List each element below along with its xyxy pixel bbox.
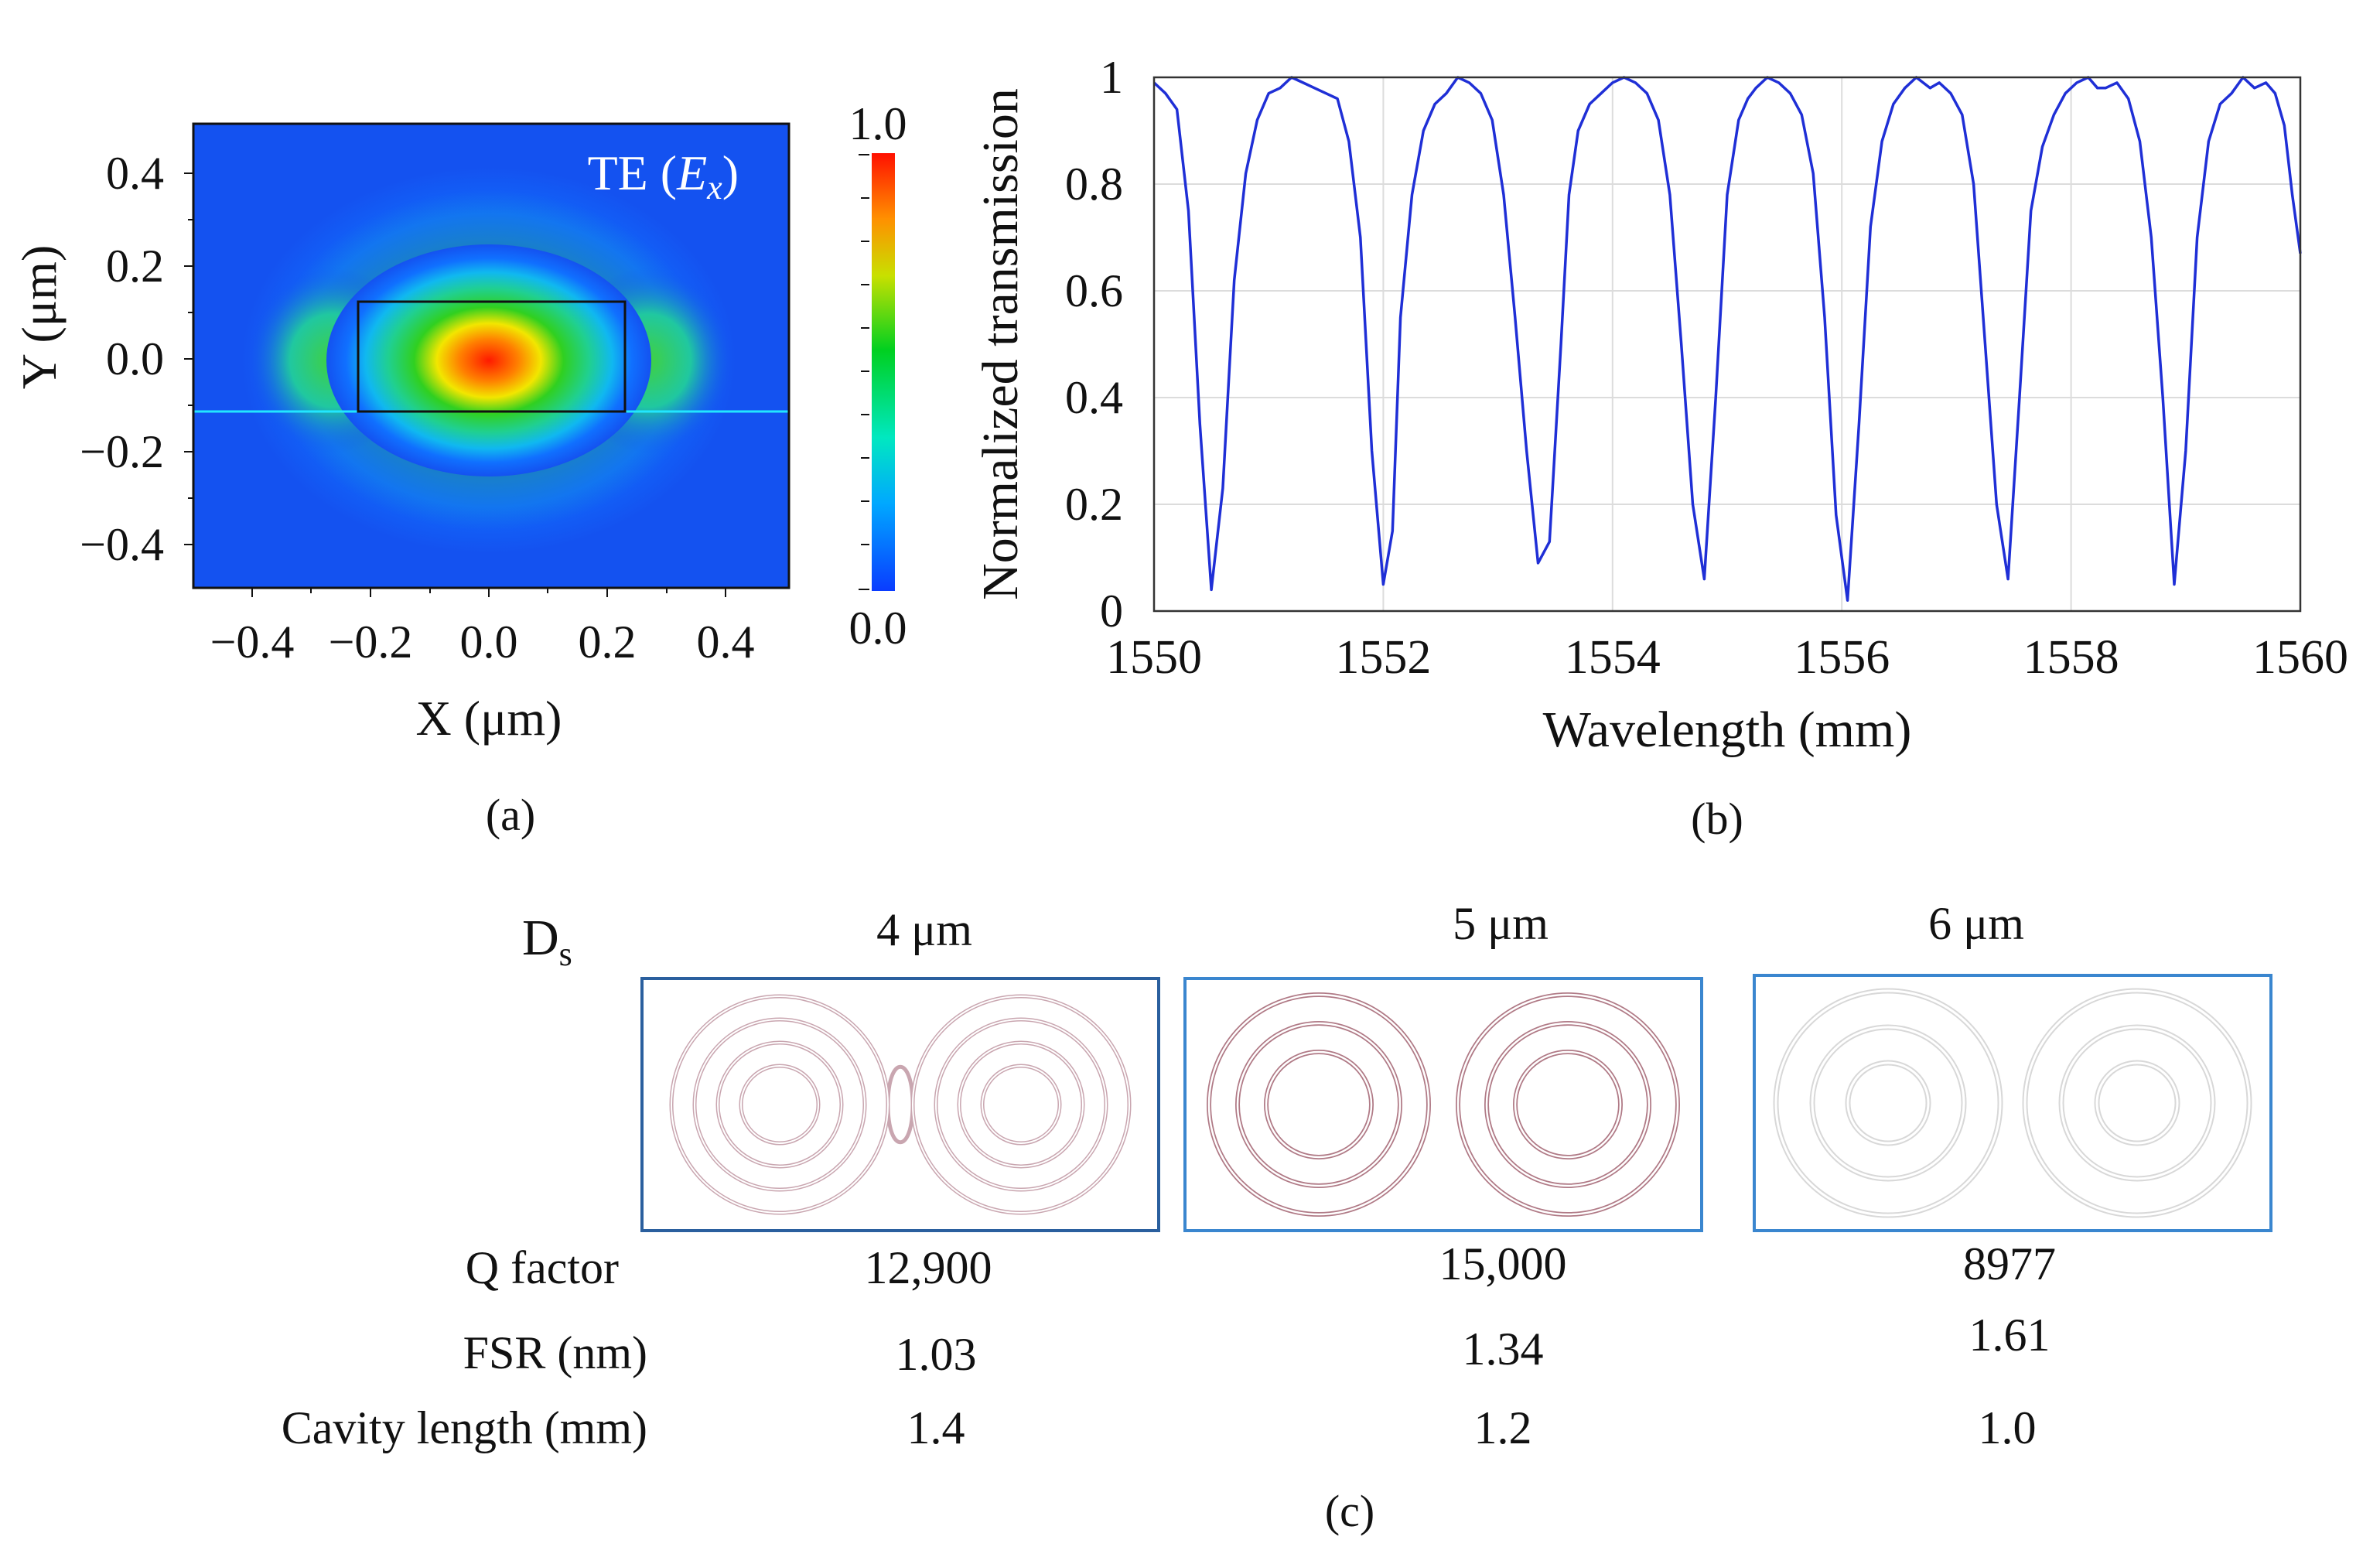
transmission-chart: 1550 1552 1554 1556 1558 1560 0 0.2 0.4 0.6 0.8 1 W…	[972, 52, 2348, 758]
row-label-q-factor: Q factor	[465, 1242, 619, 1293]
y-tick-label: 0.2	[106, 241, 164, 292]
row-label-fsr: FSR (nm)	[463, 1327, 647, 1378]
x-axis-ticks	[251, 588, 726, 597]
column-header: 6 μm	[1928, 898, 2024, 949]
chart-plot-area	[1154, 77, 2300, 611]
chart-y-tick-label: 0.8	[1065, 159, 1123, 210]
colorbar-min-label: 0.0	[849, 603, 907, 654]
plot-frame	[192, 122, 790, 589]
waveguide-outline	[357, 300, 627, 413]
chart-y-axis-label: Normalized transmission	[972, 88, 1029, 600]
chart-y-tick-label: 0.2	[1065, 479, 1123, 530]
x-tick-label: 0.2	[579, 616, 637, 668]
fsr-4um: 1.03	[895, 1329, 977, 1380]
panel-c-caption: (c)	[1324, 1486, 1375, 1536]
y-tick-label: 0.4	[106, 148, 164, 199]
fsr-6um: 1.61	[1969, 1310, 2050, 1361]
column-header: 4 μm	[876, 904, 972, 955]
y-tick-label: 0.0	[106, 333, 164, 384]
x-tick-label: −0.2	[329, 616, 413, 668]
q-factor-6um: 8977	[1963, 1238, 2056, 1289]
panel-a-plot: 0.4 0.2 0.0 −0.2 −0.4 −0.4 −0.2 0.0 0.2 …	[12, 98, 907, 746]
colorbar	[872, 153, 895, 591]
x-axis-label: X (μm)	[416, 691, 562, 746]
colorbar-ticks	[859, 154, 869, 590]
y-tick-label: −0.2	[80, 426, 164, 477]
x-tick-label: −0.4	[210, 616, 295, 668]
q-factor-5um: 15,000	[1439, 1238, 1567, 1289]
fsr-5um: 1.34	[1462, 1323, 1544, 1374]
mode-label: TE (Ex)	[588, 145, 739, 207]
chart-y-tick-label: 0	[1100, 586, 1123, 637]
chart-x-tick-label: 1552	[1335, 631, 1431, 684]
y-axis-label: Y (μm)	[12, 245, 67, 390]
x-tick-label: 0.0	[460, 616, 518, 668]
spiral-design-4um	[640, 977, 1160, 1232]
chart-x-tick-label: 1550	[1106, 631, 1202, 684]
chart-y-tick-label: 0.4	[1065, 372, 1123, 423]
colorbar-max-label: 1.0	[849, 98, 907, 149]
panel-a-caption: (a)	[485, 790, 536, 840]
panel-b-caption: (b)	[1691, 794, 1743, 844]
column-header: 5 μm	[1453, 898, 1549, 949]
chart-x-tick-label: 1554	[1565, 631, 1661, 684]
y-axis-ticks	[184, 172, 193, 545]
spiral-design-5um	[1183, 977, 1703, 1232]
chart-x-tick-label: 1558	[2023, 631, 2119, 684]
q-factor-4um: 12,900	[864, 1242, 992, 1293]
ds-label: Ds	[522, 910, 572, 974]
cavity-length-4um: 1.4	[907, 1402, 965, 1453]
cavity-length-6um: 1.0	[1978, 1402, 2037, 1453]
row-label-cavity-length: Cavity length (mm)	[281, 1402, 647, 1453]
x-tick-label: 0.4	[697, 616, 755, 668]
chart-y-tick-label: 1	[1100, 52, 1123, 103]
field-core	[326, 244, 651, 476]
cavity-length-5um: 1.2	[1473, 1402, 1532, 1453]
chart-y-tick-label: 0.6	[1065, 265, 1123, 316]
chart-x-axis-label: Wavelength (mm)	[1543, 702, 1912, 758]
chart-frame	[1152, 76, 2302, 613]
chart-x-tick-label: 1556	[1794, 631, 1890, 684]
spiral-design-6um	[1753, 974, 2272, 1232]
transmission-line	[1152, 76, 2302, 602]
y-tick-label: −0.4	[80, 519, 164, 570]
chart-x-tick-label: 1560	[2252, 631, 2348, 684]
